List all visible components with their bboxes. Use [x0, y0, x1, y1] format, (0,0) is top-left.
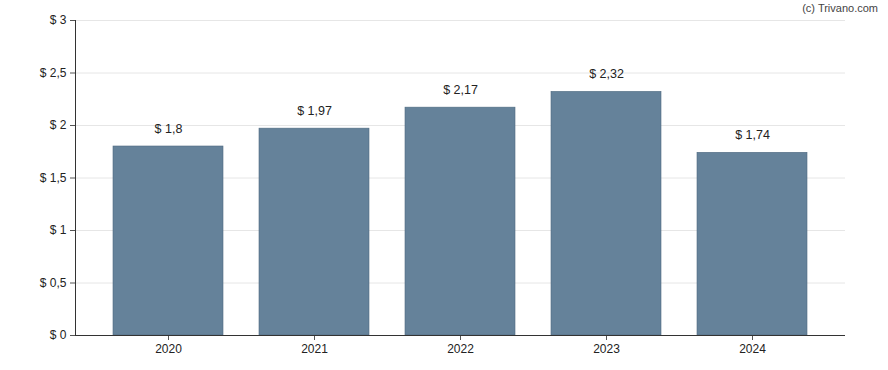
svg-text:$ 1,74: $ 1,74	[735, 128, 770, 142]
svg-text:$ 2,32: $ 2,32	[589, 67, 624, 81]
svg-text:$ 1,5: $ 1,5	[40, 171, 67, 185]
svg-text:$ 0: $ 0	[50, 328, 67, 342]
svg-text:$ 2,17: $ 2,17	[443, 83, 478, 97]
svg-text:2024: 2024	[739, 342, 766, 356]
svg-text:2020: 2020	[155, 342, 182, 356]
html-text:(c) Trivano.com: (c) Trivano.com	[802, 2, 878, 14]
svg-text:$ 1,8: $ 1,8	[155, 122, 183, 136]
svg-text:2023: 2023	[593, 342, 620, 356]
svg-text:2021: 2021	[301, 342, 328, 356]
svg-text:$ 0,5: $ 0,5	[40, 276, 67, 290]
svg-text:2022: 2022	[447, 342, 474, 356]
svg-text:$ 1: $ 1	[50, 223, 67, 237]
svg-text:$ 3: $ 3	[50, 13, 67, 27]
svg-text:$ 2: $ 2	[50, 118, 67, 132]
svg-text:$ 2,5: $ 2,5	[40, 66, 67, 80]
svg-text:$ 1,97: $ 1,97	[297, 104, 332, 118]
